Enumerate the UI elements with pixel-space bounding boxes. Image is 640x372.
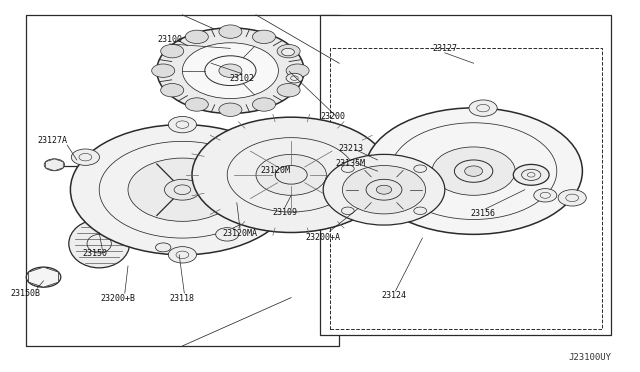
Circle shape <box>277 44 300 58</box>
Text: 23102: 23102 <box>229 74 255 83</box>
Bar <box>330 48 602 329</box>
Circle shape <box>323 154 445 225</box>
Text: 23150: 23150 <box>82 249 108 258</box>
Text: 23109: 23109 <box>272 208 298 217</box>
Text: 23200+B: 23200+B <box>101 294 136 303</box>
Text: 23100: 23100 <box>157 35 182 44</box>
Circle shape <box>152 64 175 77</box>
Text: 23200: 23200 <box>320 112 346 121</box>
Circle shape <box>125 236 144 247</box>
Polygon shape <box>29 267 58 287</box>
Circle shape <box>219 103 242 116</box>
Circle shape <box>256 154 326 195</box>
Circle shape <box>465 166 483 176</box>
Circle shape <box>414 207 427 215</box>
Text: 23127A: 23127A <box>38 136 67 145</box>
Text: 23135M: 23135M <box>336 159 365 168</box>
Circle shape <box>282 48 294 56</box>
Circle shape <box>286 64 309 77</box>
Text: 23213: 23213 <box>338 144 364 153</box>
Circle shape <box>558 190 586 206</box>
Circle shape <box>70 125 294 255</box>
Polygon shape <box>45 159 63 171</box>
Circle shape <box>219 25 242 38</box>
Circle shape <box>157 28 304 113</box>
Circle shape <box>277 83 300 97</box>
Circle shape <box>192 117 390 232</box>
Circle shape <box>26 267 61 287</box>
Bar <box>320 15 611 335</box>
Circle shape <box>252 30 275 44</box>
Circle shape <box>186 30 209 44</box>
Circle shape <box>185 98 208 111</box>
Text: 23118: 23118 <box>170 294 195 303</box>
Circle shape <box>376 185 392 194</box>
Circle shape <box>161 83 184 97</box>
Text: 23200+A: 23200+A <box>306 233 340 242</box>
Circle shape <box>216 228 239 241</box>
Circle shape <box>161 44 184 58</box>
Circle shape <box>513 164 549 185</box>
Circle shape <box>365 108 582 234</box>
Text: 23156: 23156 <box>470 209 496 218</box>
Circle shape <box>156 243 171 252</box>
Ellipse shape <box>216 166 258 198</box>
Circle shape <box>168 116 196 133</box>
Circle shape <box>365 195 394 211</box>
Circle shape <box>128 158 237 221</box>
Text: 23150B: 23150B <box>11 289 40 298</box>
Text: J23100UY: J23100UY <box>568 353 611 362</box>
Circle shape <box>168 247 196 263</box>
Circle shape <box>432 147 515 195</box>
Text: 23120MA: 23120MA <box>223 229 257 238</box>
Circle shape <box>382 153 405 167</box>
Circle shape <box>71 149 99 165</box>
Circle shape <box>286 73 303 83</box>
Circle shape <box>342 166 426 214</box>
Circle shape <box>341 207 354 215</box>
Text: 23127: 23127 <box>432 44 458 53</box>
Circle shape <box>219 64 242 77</box>
Circle shape <box>534 189 557 202</box>
Circle shape <box>164 179 200 200</box>
Circle shape <box>414 165 427 172</box>
Circle shape <box>182 43 278 99</box>
Bar <box>26 15 339 346</box>
Circle shape <box>44 159 65 171</box>
Text: 23124: 23124 <box>381 291 406 300</box>
Circle shape <box>266 149 294 165</box>
Text: 23120M: 23120M <box>260 166 290 175</box>
Ellipse shape <box>69 219 129 268</box>
Circle shape <box>341 165 354 172</box>
Circle shape <box>469 100 497 116</box>
Circle shape <box>252 98 275 111</box>
